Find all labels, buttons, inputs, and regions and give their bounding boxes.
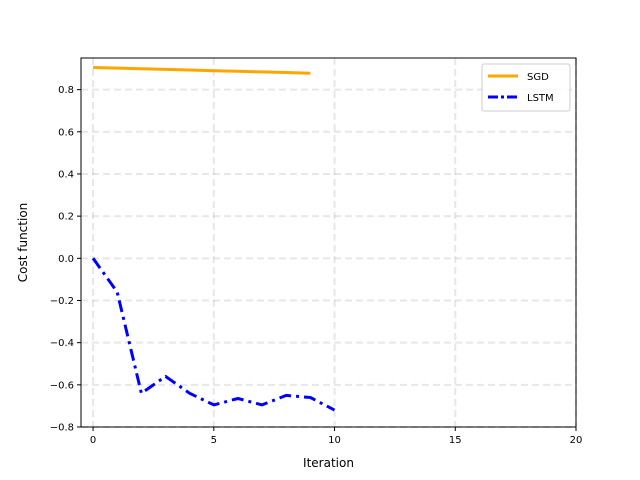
y-tick-label: 0.4 <box>58 169 74 180</box>
x-tick-label: 10 <box>328 435 341 446</box>
y-tick-label: −0.4 <box>50 338 74 349</box>
x-tick-label: 5 <box>211 435 217 446</box>
legend-label-lstm: LSTM <box>527 93 554 104</box>
plot-frame <box>80 57 577 428</box>
series-line-sgd <box>93 66 311 75</box>
y-tick-label: 0.8 <box>58 85 74 96</box>
y-tick-label: −0.8 <box>50 423 74 434</box>
x-tick-label: 20 <box>570 435 583 446</box>
y-tick-label: 0.6 <box>58 127 74 138</box>
x-tick-label: 0 <box>90 435 96 446</box>
legend-label-sgd: SGD <box>527 72 549 83</box>
series-lines <box>91 66 336 412</box>
x-axis-ticks: 0 5 10 15 20 <box>90 427 582 446</box>
x-tick-label: 15 <box>449 435 462 446</box>
grid <box>81 58 577 428</box>
x-axis-title: Iteration <box>303 456 354 470</box>
legend: SGD LSTM <box>481 63 571 112</box>
y-axis-ticks: −0.8 −0.6 −0.4 −0.2 0.0 0.2 0.4 0.6 0.8 <box>50 85 81 434</box>
y-tick-label: −0.6 <box>50 380 74 391</box>
legend-box <box>481 63 571 112</box>
y-tick-label: 0.0 <box>58 254 74 265</box>
y-axis-title: Cost function <box>16 203 30 283</box>
series-line-lstm <box>91 257 336 412</box>
y-tick-label: −0.2 <box>50 296 74 307</box>
y-tick-label: 0.2 <box>58 212 74 223</box>
